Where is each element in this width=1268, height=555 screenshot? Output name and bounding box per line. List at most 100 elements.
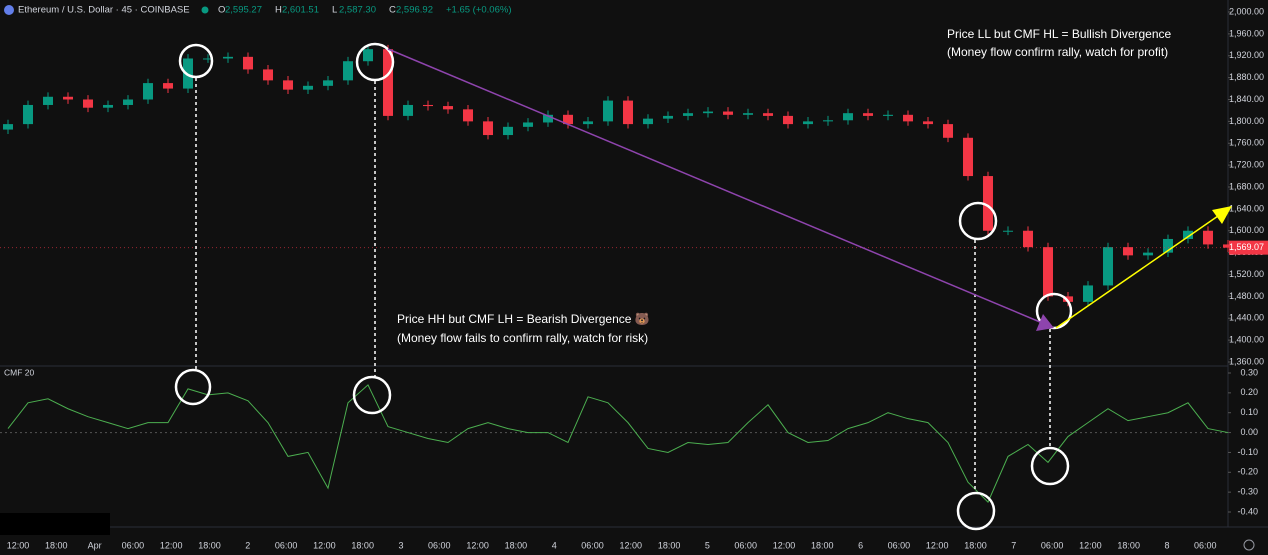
x-tick-label: 18:00 xyxy=(658,540,681,550)
x-tick-label: 6 xyxy=(858,540,863,550)
y-tick-label: 0.20 xyxy=(1240,387,1258,397)
y-tick-label: 1,960.00 xyxy=(1229,28,1264,38)
y-tick-label: 0.30 xyxy=(1240,367,1258,377)
candle-body xyxy=(943,124,953,138)
candle-body xyxy=(1143,252,1153,256)
ohlc-value: 2,595.27 xyxy=(225,5,262,16)
candle-body xyxy=(1163,238,1173,253)
candle-body xyxy=(1183,230,1193,239)
annotation: Price HH but CMF LH = Bearish Divergence… xyxy=(397,311,650,326)
candle-body xyxy=(43,96,53,105)
candle-body xyxy=(583,121,593,125)
arrow-head xyxy=(1036,314,1054,331)
x-tick-label: 06:00 xyxy=(888,540,911,550)
ohlc-key: O xyxy=(218,5,225,16)
status-dot xyxy=(201,6,209,14)
candle-body xyxy=(263,69,273,81)
last-price-label: 1,569.07 xyxy=(1229,242,1264,252)
candle-body xyxy=(403,104,413,116)
x-tick-label: 3 xyxy=(398,540,403,550)
x-tick-label: 18:00 xyxy=(45,540,68,550)
x-tick-label: 18:00 xyxy=(198,540,221,550)
candle-body xyxy=(1083,285,1093,302)
settings-icon[interactable] xyxy=(1243,539,1255,551)
candle-body xyxy=(823,120,833,122)
candle-body xyxy=(443,106,453,110)
x-tick-label: 12:00 xyxy=(313,540,336,550)
x-tick-label: 06:00 xyxy=(1194,540,1217,550)
x-tick-label: 12:00 xyxy=(773,540,796,550)
candle-body xyxy=(1003,230,1013,232)
x-tick-label: 06:00 xyxy=(734,540,757,550)
candle-body xyxy=(3,124,13,130)
candle-body xyxy=(383,49,393,116)
y-tick-label: -0.40 xyxy=(1237,506,1258,516)
x-tick-label: 18:00 xyxy=(505,540,528,550)
annotation: (Money flow fails to confirm rally, watc… xyxy=(397,331,648,345)
candle-body xyxy=(623,100,633,125)
candle-body xyxy=(1063,296,1073,302)
candle-body xyxy=(123,99,133,105)
y-tick-label: 1,760.00 xyxy=(1229,138,1264,148)
annotation: Price LL but CMF HL = Bullish Divergence xyxy=(947,27,1172,41)
ohlc-value: 2,587.30 xyxy=(339,5,376,16)
candle-body xyxy=(663,115,673,119)
candle-body xyxy=(963,137,973,177)
candle-body xyxy=(143,83,153,100)
candle-body xyxy=(1223,244,1233,248)
x-tick-label: 06:00 xyxy=(581,540,604,550)
arrow-head xyxy=(1212,206,1232,224)
candle-body xyxy=(463,109,473,122)
candle-body xyxy=(63,96,73,100)
x-tick-label: 12:00 xyxy=(160,540,183,550)
x-tick-label: 2 xyxy=(245,540,250,550)
x-tick-label: 06:00 xyxy=(1041,540,1064,550)
chart-title: Ethereum / U.S. Dollar · 45 · COINBASE xyxy=(18,5,190,16)
trend-arrow xyxy=(1055,215,1219,329)
candle-body xyxy=(983,176,993,231)
x-tick-label: 06:00 xyxy=(122,540,145,550)
candle-body xyxy=(683,113,693,116)
y-tick-label: 0.10 xyxy=(1240,407,1258,417)
y-tick-label: 1,800.00 xyxy=(1229,116,1264,126)
ohlc-key: C xyxy=(389,5,396,16)
candle-body xyxy=(203,58,213,60)
y-tick-label: 1,360.00 xyxy=(1229,356,1264,366)
ohlc-key: H xyxy=(275,5,282,16)
candle-body xyxy=(783,115,793,125)
candle-body xyxy=(223,56,233,59)
candle-body xyxy=(543,114,553,123)
trend-arrow xyxy=(387,48,1041,323)
candle-body xyxy=(703,111,713,114)
candle-body xyxy=(483,121,493,136)
candle-body xyxy=(323,80,333,86)
circle xyxy=(355,42,395,82)
candle-body xyxy=(303,85,313,90)
x-tick-label: 12:00 xyxy=(466,540,489,550)
candle-body xyxy=(743,113,753,115)
symbol-icon xyxy=(4,5,14,15)
last-price-box xyxy=(1229,240,1268,255)
ohlc-key: L xyxy=(332,5,337,16)
circle xyxy=(178,43,214,79)
candle-body xyxy=(563,114,573,125)
x-tick-label: 12:00 xyxy=(620,540,643,550)
candle-body xyxy=(903,114,913,122)
candle-body xyxy=(163,83,173,89)
ohlc-value: 2,601.51 xyxy=(282,5,319,16)
y-tick-label: 1,720.00 xyxy=(1229,160,1264,170)
x-tick-label: 06:00 xyxy=(275,540,298,550)
change: +1.65 (+0.06%) xyxy=(446,5,512,16)
x-tick-label: 18:00 xyxy=(811,540,834,550)
candle-body xyxy=(523,122,533,127)
x-tick-label: 12:00 xyxy=(926,540,949,550)
candle-body xyxy=(503,126,513,136)
candle-body xyxy=(843,113,853,121)
candle-body xyxy=(343,61,353,81)
annotation-dashes xyxy=(195,78,1051,493)
x-tick-label: 4 xyxy=(552,540,557,550)
candle-body xyxy=(883,114,893,116)
candle-body xyxy=(1103,247,1113,286)
candle-body xyxy=(243,56,253,70)
x-tick-label: 18:00 xyxy=(964,540,987,550)
